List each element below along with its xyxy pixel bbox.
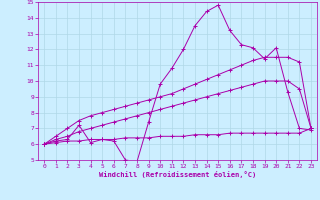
- X-axis label: Windchill (Refroidissement éolien,°C): Windchill (Refroidissement éolien,°C): [99, 171, 256, 178]
